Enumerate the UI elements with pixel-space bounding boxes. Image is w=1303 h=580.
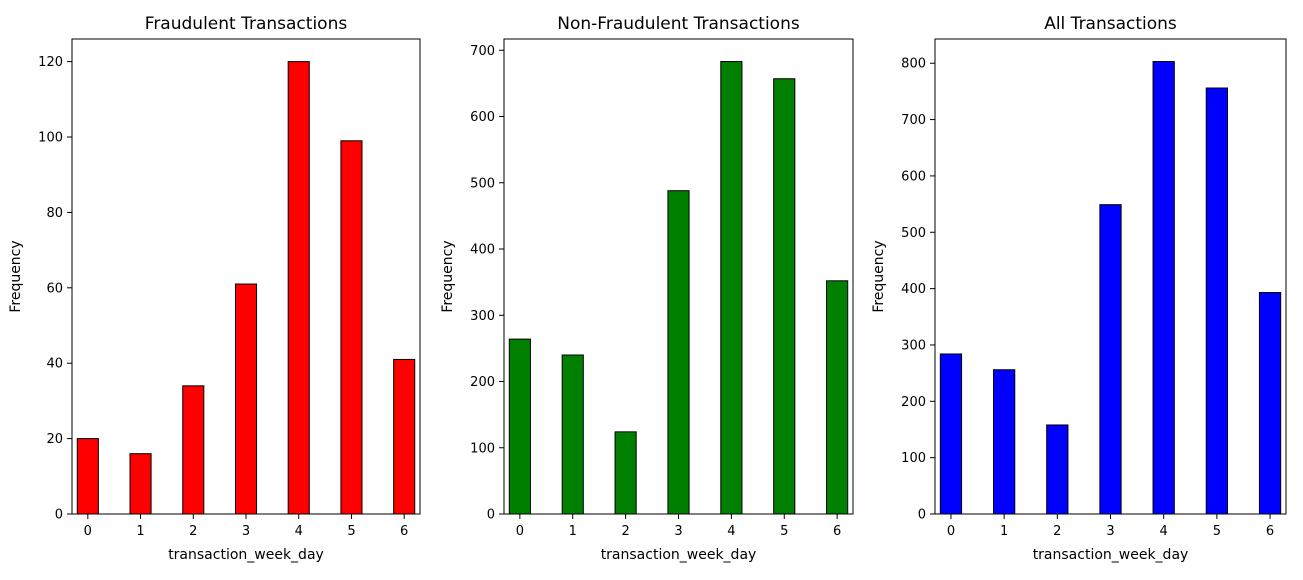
chart-title-2: All Transactions bbox=[1044, 14, 1177, 34]
x-axis-label-1: transaction_week_day bbox=[601, 547, 757, 563]
x-tick-label-1-0: 0 bbox=[516, 524, 524, 539]
y-axis-label-0: Frequency bbox=[8, 240, 24, 312]
y-tick-label-0-6: 120 bbox=[38, 55, 63, 70]
bar-1-5 bbox=[773, 78, 796, 515]
y-tick-label-0-4: 80 bbox=[46, 206, 63, 221]
bar-0-3 bbox=[234, 283, 258, 515]
bar-1-4 bbox=[720, 61, 743, 515]
bar-2-2 bbox=[1046, 424, 1069, 515]
x-tick-label-1-1: 1 bbox=[569, 524, 577, 539]
chart-title-1: Non-Fraudulent Transactions bbox=[557, 14, 800, 34]
bar-2-1 bbox=[993, 369, 1016, 515]
x-tick-label-0-0: 0 bbox=[84, 524, 92, 539]
bar-2-6 bbox=[1258, 292, 1282, 515]
y-tick-label-1-5: 500 bbox=[470, 176, 495, 191]
bar-1-2 bbox=[614, 431, 637, 515]
bar-0-6 bbox=[393, 358, 416, 515]
y-tick-label-2-2: 200 bbox=[901, 395, 926, 410]
chart-panel-2: 0 1 2 3 4 5 6 0 100 200 300 400 500 600 700 800 All Tran… bbox=[871, 14, 1287, 563]
y-tick-label-2-7: 700 bbox=[901, 113, 926, 128]
x-tick-label-0-1: 1 bbox=[136, 524, 144, 539]
bar-2-4 bbox=[1152, 61, 1175, 515]
x-tick-label-2-5: 5 bbox=[1213, 524, 1221, 539]
y-tick-label-1-6: 600 bbox=[470, 110, 495, 125]
y-tick-label-2-6: 600 bbox=[901, 169, 926, 184]
bar-2-5 bbox=[1205, 87, 1229, 515]
bar-0-5 bbox=[340, 140, 363, 515]
x-tick-label-1-2: 2 bbox=[621, 524, 629, 539]
x-tick-label-1-5: 5 bbox=[780, 524, 788, 539]
chart-panel-1: 0 1 2 3 4 5 6 0 100 200 300 400 500 600 700 Non-Fraudul… bbox=[440, 14, 854, 563]
chart-title-0: Fraudulent Transactions bbox=[145, 14, 348, 34]
y-tick-label-2-1: 100 bbox=[901, 451, 926, 466]
y-tick-label-2-3: 300 bbox=[901, 338, 926, 353]
x-tick-label-2-2: 2 bbox=[1053, 524, 1061, 539]
y-tick-label-2-0: 0 bbox=[918, 508, 926, 523]
y-tick-label-1-3: 300 bbox=[470, 309, 495, 324]
x-axis-label-2: transaction_week_day bbox=[1033, 547, 1189, 563]
y-axis-label-1: Frequency bbox=[440, 240, 456, 312]
bar-0-1 bbox=[129, 453, 152, 515]
y-tick-label-0-1: 20 bbox=[46, 432, 63, 447]
y-tick-label-1-0: 0 bbox=[487, 508, 495, 523]
x-tick-label-0-5: 5 bbox=[347, 524, 355, 539]
bar-1-3 bbox=[667, 190, 690, 515]
bar-1-6 bbox=[826, 280, 849, 515]
x-axis-label-0: transaction_week_day bbox=[168, 547, 324, 563]
x-tick-label-2-4: 4 bbox=[1160, 524, 1168, 539]
x-tick-label-2-0: 0 bbox=[947, 524, 955, 539]
y-tick-label-2-5: 500 bbox=[901, 226, 926, 241]
bar-1-0 bbox=[508, 338, 531, 515]
y-tick-label-2-4: 400 bbox=[901, 282, 926, 297]
y-axis-label-2: Frequency bbox=[871, 240, 887, 312]
bar-0-4 bbox=[287, 61, 310, 515]
x-tick-label-2-3: 3 bbox=[1106, 524, 1114, 539]
y-tick-label-0-2: 40 bbox=[46, 357, 63, 372]
y-tick-label-1-7: 700 bbox=[470, 44, 495, 59]
x-tick-label-0-2: 2 bbox=[189, 524, 197, 539]
y-tick-label-0-5: 100 bbox=[38, 131, 63, 146]
x-tick-label-2-1: 1 bbox=[1000, 524, 1008, 539]
y-tick-label-1-2: 200 bbox=[470, 375, 495, 390]
y-tick-label-0-3: 60 bbox=[46, 281, 63, 296]
x-tick-label-1-3: 3 bbox=[674, 524, 682, 539]
x-tick-label-2-6: 6 bbox=[1266, 524, 1274, 539]
x-tick-label-0-4: 4 bbox=[295, 524, 303, 539]
bar-2-0 bbox=[939, 353, 963, 515]
bar-0-2 bbox=[182, 385, 205, 515]
bar-0-0 bbox=[76, 438, 99, 515]
bar-2-3 bbox=[1099, 204, 1122, 515]
x-tick-label-0-3: 3 bbox=[242, 524, 250, 539]
x-tick-label-0-6: 6 bbox=[400, 524, 408, 539]
y-tick-label-1-4: 400 bbox=[470, 243, 495, 258]
x-tick-label-1-4: 4 bbox=[727, 524, 735, 539]
y-tick-label-2-8: 800 bbox=[901, 57, 926, 72]
y-tick-label-1-1: 100 bbox=[470, 441, 495, 456]
y-tick-label-0-0: 0 bbox=[55, 508, 63, 523]
x-tick-label-1-6: 6 bbox=[833, 524, 841, 539]
bar-1-1 bbox=[561, 354, 584, 515]
